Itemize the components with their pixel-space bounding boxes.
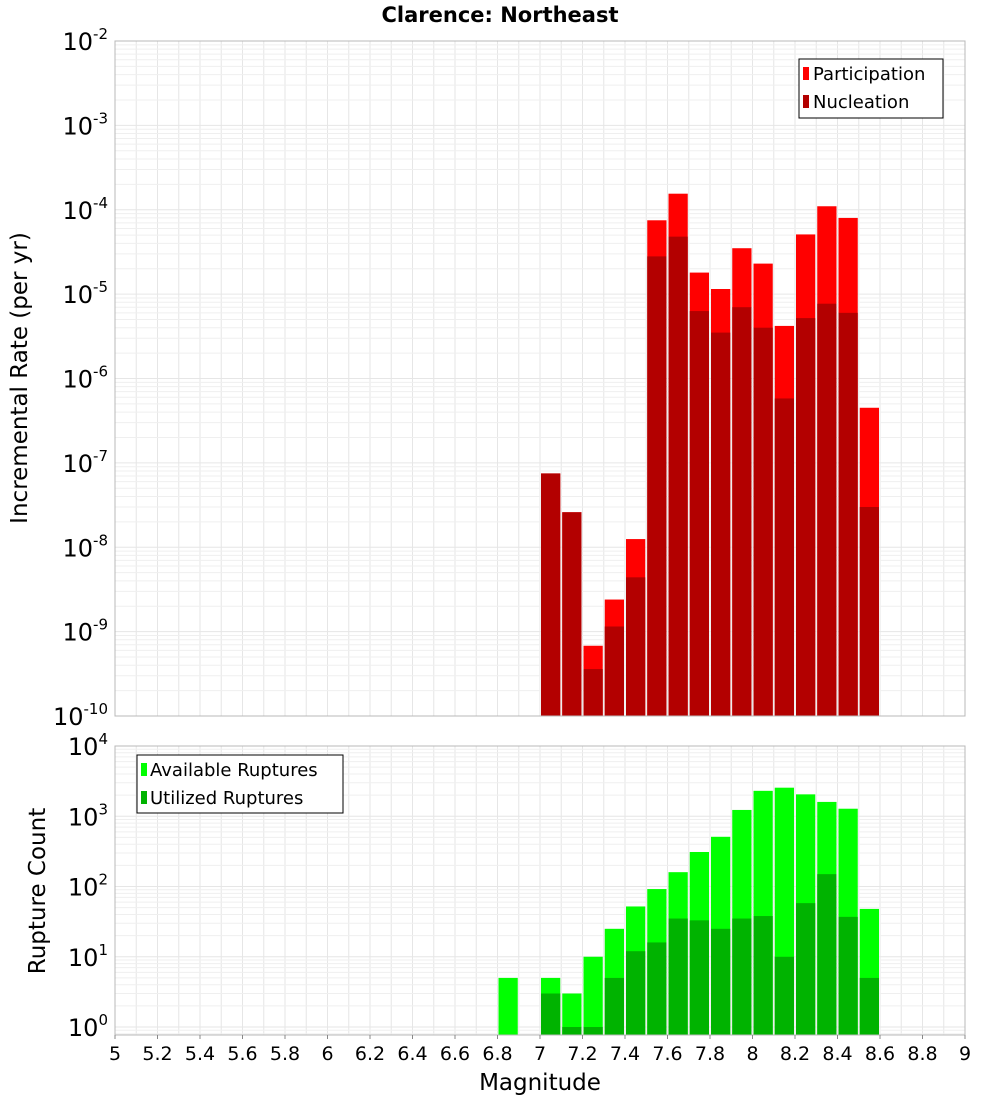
legend-label-utilized-ruptures: Utilized Ruptures: [150, 788, 303, 809]
y-tick-label: 10-8: [62, 531, 108, 562]
bar-nucleation: [626, 577, 646, 716]
bar-nucleation: [817, 303, 837, 716]
legend-label-nucleation: Nucleation: [813, 92, 909, 113]
bottom-y-ticks: 100 101 102 103 104: [68, 730, 108, 1042]
legend-swatch-participation: [803, 67, 809, 80]
y-tick-label: 100: [68, 1011, 108, 1042]
bar-nucleation: [859, 506, 879, 716]
x-tick-label: 8.6: [865, 1043, 895, 1065]
bar-utilized-ruptures: [711, 928, 731, 1035]
x-tick-label: 6: [321, 1043, 333, 1065]
bar-utilized-ruptures: [796, 903, 816, 1035]
x-tick-label: 8: [746, 1043, 758, 1065]
x-axis-title: Magnitude: [479, 1070, 601, 1096]
top-panel: 10-10 10-9 10-8 10-7 10-6 10-5 10-4 10-3 10-2 In…: [7, 25, 966, 731]
x-tick-label: 7: [534, 1043, 546, 1065]
bar-nucleation: [732, 307, 752, 716]
bar-utilized-ruptures: [689, 920, 709, 1035]
bar-utilized-ruptures: [583, 1027, 603, 1035]
legend-swatch-utilized-ruptures: [141, 791, 147, 804]
x-tick-label: 5.6: [227, 1043, 257, 1065]
x-tick-label: 6.2: [355, 1043, 385, 1065]
legend-swatch-available-ruptures: [141, 763, 147, 776]
top-bars: [541, 193, 879, 717]
x-tick-label: 7.2: [567, 1043, 597, 1065]
y-tick-label: 10-4: [62, 194, 108, 225]
x-tick-label: 7.8: [695, 1043, 725, 1065]
bar-utilized-ruptures: [562, 1027, 582, 1035]
bar-utilized-ruptures: [774, 956, 794, 1035]
x-tick-label: 5.4: [185, 1043, 215, 1065]
legend-label-available-ruptures: Available Ruptures: [150, 760, 318, 781]
x-tick-label: 6.6: [440, 1043, 470, 1065]
bar-nucleation: [668, 236, 688, 716]
y-tick-label: 103: [68, 800, 108, 831]
bar-available-ruptures: [498, 977, 518, 1035]
y-tick-label: 10-7: [62, 447, 108, 478]
x-tick-label: 6.4: [397, 1043, 427, 1065]
y-tick-label: 10-9: [62, 616, 108, 647]
legend-label-participation: Participation: [813, 64, 925, 85]
y-tick-label: 10-10: [53, 700, 108, 731]
x-tick-label: 7.6: [652, 1043, 682, 1065]
y-tick-label: 10-5: [62, 278, 108, 309]
bar-utilized-ruptures: [859, 977, 879, 1035]
bar-nucleation: [583, 669, 603, 716]
bar-nucleation: [774, 398, 794, 716]
y-tick-label: 10-2: [62, 25, 108, 56]
top-grid: [114, 41, 966, 717]
chart-title: Clarence: Northeast: [381, 3, 618, 27]
y-tick-label: 101: [68, 941, 108, 972]
x-tick-label: 5.8: [270, 1043, 300, 1065]
bar-nucleation: [711, 332, 731, 716]
top-y-ticks: 10-10 10-9 10-8 10-7 10-6 10-5 10-4 10-3 10-2: [53, 25, 108, 731]
y-tick-label: 104: [68, 730, 108, 761]
bottom-x-ticks: 5 5.2 5.4 5.6 5.8 6 6.2 6.4 6.6 6.8 7 7.2 7.4 7.6 7.8 8…: [109, 1035, 971, 1065]
x-tick-label: 5: [109, 1043, 121, 1065]
bar-nucleation: [689, 311, 709, 716]
top-legend-box: [798, 58, 944, 119]
bottom-panel: 100 101 102 103 104 5 5.2 5.4 5.6 5.8 6 6.2 6.4 6.6 6…: [25, 730, 971, 1096]
bar-nucleation: [796, 318, 816, 716]
bar-utilized-ruptures: [541, 993, 561, 1035]
x-tick-label: 8.4: [822, 1043, 852, 1065]
bar-nucleation: [753, 327, 773, 716]
bar-nucleation: [604, 626, 624, 716]
bar-available-ruptures: [562, 993, 582, 1035]
y-tick-label: 102: [68, 871, 108, 902]
bottom-legend-box: [136, 754, 344, 814]
bar-utilized-ruptures: [817, 874, 837, 1035]
bottom-legend: Available Ruptures Utilized Ruptures: [136, 754, 344, 814]
bar-nucleation: [562, 512, 582, 716]
x-tick-label: 8.2: [780, 1043, 810, 1065]
y-tick-label: 10-3: [62, 109, 108, 140]
x-tick-label: 5.2: [142, 1043, 172, 1065]
bar-nucleation: [647, 256, 667, 716]
top-y-axis-title: Incremental Rate (per yr): [7, 232, 33, 524]
x-tick-label: 8.8: [907, 1043, 937, 1065]
bar-available-ruptures: [583, 956, 603, 1035]
bar-nucleation: [838, 312, 858, 716]
top-plot-frame: [114, 40, 966, 717]
bar-utilized-ruptures: [668, 918, 688, 1035]
x-tick-label: 7.4: [610, 1043, 640, 1065]
bar-utilized-ruptures: [732, 918, 752, 1035]
bottom-y-axis-title: Rupture Count: [25, 808, 51, 974]
bar-utilized-ruptures: [604, 977, 624, 1035]
bar-utilized-ruptures: [647, 942, 667, 1035]
bar-utilized-ruptures: [626, 951, 646, 1035]
legend-swatch-nucleation: [803, 95, 809, 108]
bar-utilized-ruptures: [753, 916, 773, 1035]
bar-nucleation: [541, 473, 561, 716]
bar-utilized-ruptures: [838, 916, 858, 1035]
x-tick-label: 9: [959, 1043, 971, 1065]
y-tick-label: 10-6: [62, 363, 108, 394]
bottom-bars: [498, 787, 879, 1035]
top-legend: Participation Nucleation: [798, 58, 944, 119]
x-tick-label: 6.8: [482, 1043, 512, 1065]
